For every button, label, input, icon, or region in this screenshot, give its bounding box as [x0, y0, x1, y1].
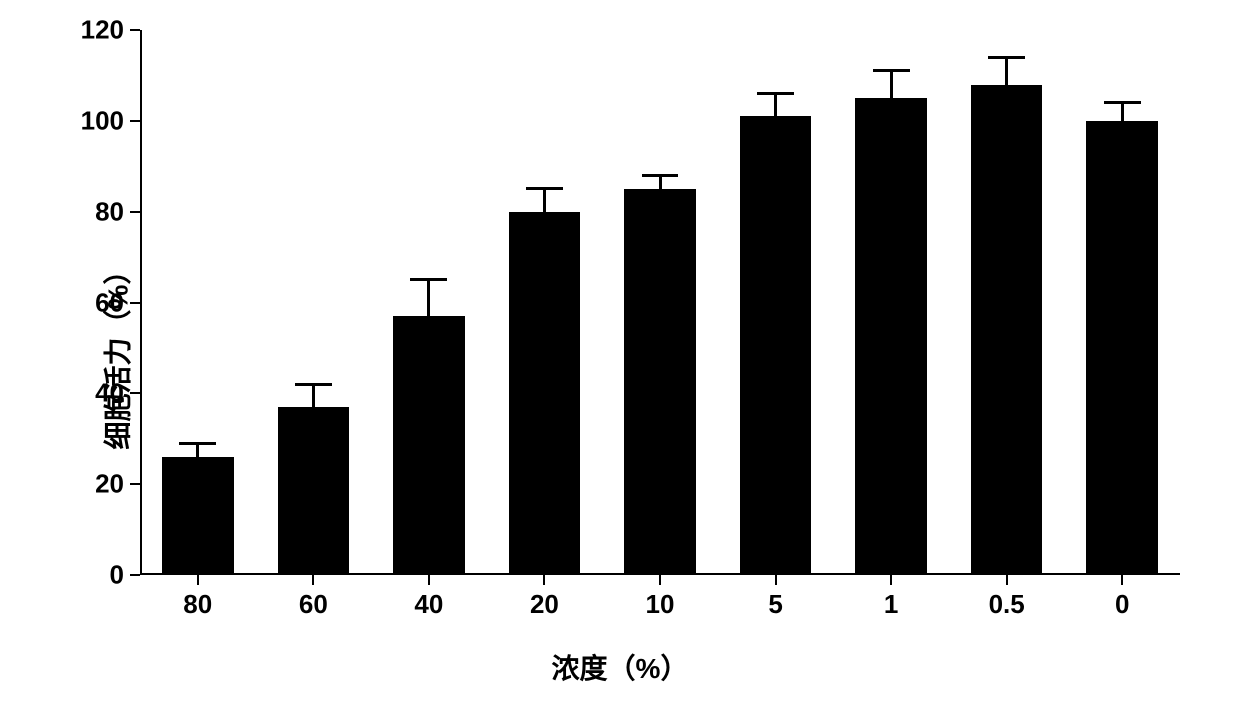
y-tick: [130, 574, 140, 576]
bar: [971, 85, 1043, 574]
x-tick-label: 1: [884, 589, 898, 620]
error-bar-stem: [1005, 57, 1008, 84]
bar: [162, 457, 234, 573]
error-bar-cap: [873, 69, 910, 72]
x-tick: [197, 575, 199, 585]
bar: [855, 98, 927, 573]
bar: [624, 189, 696, 573]
x-tick: [1006, 575, 1008, 585]
x-tick: [659, 575, 661, 585]
bar: [393, 316, 465, 573]
y-tick-label: 20: [95, 469, 124, 500]
error-bar-cap: [642, 174, 679, 177]
y-tick: [130, 120, 140, 122]
x-tick: [890, 575, 892, 585]
bar: [278, 407, 350, 573]
y-tick-label: 0: [110, 560, 124, 591]
error-bar-stem: [427, 280, 430, 316]
x-tick-label: 0: [1115, 589, 1129, 620]
x-tick-label: 60: [299, 589, 328, 620]
error-bar-stem: [196, 443, 199, 457]
y-tick: [130, 483, 140, 485]
y-tick: [130, 29, 140, 31]
y-tick-label: 40: [95, 378, 124, 409]
y-tick-label: 100: [81, 105, 124, 136]
y-tick-label: 120: [81, 15, 124, 46]
bar: [740, 116, 812, 573]
error-bar-cap: [988, 56, 1025, 59]
error-bar-cap: [410, 278, 447, 281]
y-tick: [130, 302, 140, 304]
x-tick-label: 20: [530, 589, 559, 620]
y-tick: [130, 211, 140, 213]
bar: [1086, 121, 1158, 573]
error-bar-cap: [179, 442, 216, 445]
error-bar-stem: [659, 175, 662, 189]
x-tick: [312, 575, 314, 585]
y-tick-label: 80: [95, 196, 124, 227]
x-tick-label: 10: [646, 589, 675, 620]
error-bar-stem: [774, 94, 777, 117]
error-bar-cap: [295, 383, 332, 386]
y-axis-title: 细胞活力（%）: [96, 256, 136, 449]
error-bar-cap: [757, 92, 794, 95]
x-axis-title: 浓度（%）: [0, 647, 1240, 687]
y-tick: [130, 392, 140, 394]
error-bar-stem: [1121, 103, 1124, 121]
chart-container: 细胞活力（%） 浓度（%） 02040608010012080604020105…: [0, 0, 1240, 705]
x-tick: [1121, 575, 1123, 585]
x-tick-label: 5: [768, 589, 782, 620]
plot-area: 0204060801001208060402010510.50: [140, 30, 1180, 575]
x-tick-label: 40: [414, 589, 443, 620]
x-tick: [775, 575, 777, 585]
y-tick-label: 60: [95, 287, 124, 318]
x-tick: [428, 575, 430, 585]
y-axis-line: [140, 30, 142, 575]
error-bar-stem: [543, 189, 546, 212]
error-bar-cap: [1104, 101, 1141, 104]
error-bar-stem: [890, 71, 893, 98]
bar: [509, 212, 581, 573]
x-tick: [543, 575, 545, 585]
x-tick-label: 0.5: [989, 589, 1025, 620]
error-bar-cap: [526, 187, 563, 190]
x-tick-label: 80: [183, 589, 212, 620]
error-bar-stem: [312, 384, 315, 407]
